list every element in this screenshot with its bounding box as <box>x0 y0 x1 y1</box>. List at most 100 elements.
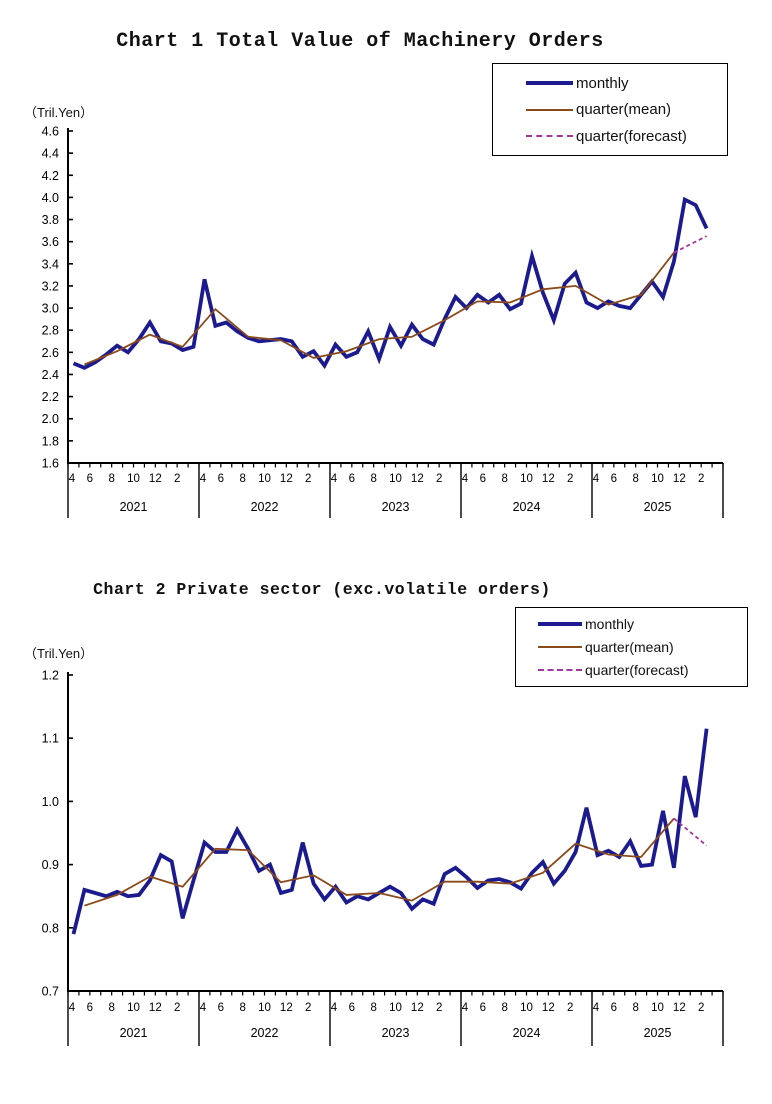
svg-text:4.0: 4.0 <box>42 191 59 205</box>
svg-text:2: 2 <box>305 473 311 485</box>
svg-text:1.1: 1.1 <box>42 732 59 746</box>
chart1-unit-label: （Tril.Yen） <box>24 105 94 120</box>
monthly-line <box>71 728 709 935</box>
svg-text:1.2: 1.2 <box>42 669 59 683</box>
svg-text:6: 6 <box>218 473 224 485</box>
chart1-title: Chart 1 Total Value of Machinery Orders <box>116 30 604 53</box>
quarter-mean-line-swatch-icon <box>538 646 582 648</box>
svg-text:2: 2 <box>174 1002 180 1014</box>
svg-text:10: 10 <box>520 1002 533 1014</box>
svg-text:6: 6 <box>611 1002 617 1014</box>
svg-text:2023: 2023 <box>382 1026 410 1040</box>
legend-label-quarter-forecast: quarter(forecast) <box>585 662 689 678</box>
legend-item-quarter-forecast: quarter(forecast) <box>493 129 727 144</box>
legend-item-quarter-mean: quarter(mean) <box>493 102 727 117</box>
svg-text:10: 10 <box>389 1002 402 1014</box>
svg-text:1.6: 1.6 <box>42 457 59 471</box>
svg-text:2022: 2022 <box>251 1026 279 1040</box>
svg-text:2: 2 <box>567 473 573 485</box>
monthly-line-swatch-icon <box>526 81 573 85</box>
svg-text:12: 12 <box>411 473 424 485</box>
svg-text:12: 12 <box>280 473 293 485</box>
svg-text:2022: 2022 <box>251 500 279 514</box>
svg-text:4: 4 <box>462 473 469 485</box>
svg-text:4: 4 <box>69 1002 76 1014</box>
svg-text:3.6: 3.6 <box>42 235 59 249</box>
svg-text:10: 10 <box>258 473 271 485</box>
quarter-forecast-line-swatch-icon <box>538 669 582 671</box>
svg-text:0.7: 0.7 <box>42 985 59 999</box>
svg-text:6: 6 <box>480 1002 486 1014</box>
legend-item-quarter-forecast: quarter(forecast) <box>516 663 747 677</box>
svg-text:6: 6 <box>87 473 93 485</box>
svg-text:2021: 2021 <box>120 1026 148 1040</box>
svg-text:8: 8 <box>239 1002 245 1014</box>
svg-text:10: 10 <box>127 1002 140 1014</box>
svg-text:6: 6 <box>87 1002 93 1014</box>
legend-item-monthly: monthly <box>493 76 727 91</box>
svg-text:8: 8 <box>108 473 114 485</box>
svg-text:4: 4 <box>462 1002 469 1014</box>
svg-text:8: 8 <box>632 473 638 485</box>
quarter-mean-line <box>84 817 675 907</box>
svg-text:12: 12 <box>542 1002 555 1014</box>
svg-text:2.2: 2.2 <box>42 390 59 404</box>
svg-text:2: 2 <box>698 1002 704 1014</box>
svg-text:3.2: 3.2 <box>42 279 59 293</box>
svg-text:12: 12 <box>673 1002 686 1014</box>
svg-text:8: 8 <box>370 1002 376 1014</box>
svg-text:8: 8 <box>108 1002 114 1014</box>
svg-text:4: 4 <box>200 473 207 485</box>
svg-text:4: 4 <box>200 1002 207 1014</box>
svg-text:6: 6 <box>218 1002 224 1014</box>
axes: 4.6 4.4 4.2 4.0 3.8 3.6 3.4 3.2 3.0 2.8 2.6 2.4 2.2 2… <box>42 125 724 518</box>
svg-text:4: 4 <box>331 1002 338 1014</box>
svg-text:2024: 2024 <box>513 500 541 514</box>
svg-text:10: 10 <box>520 473 533 485</box>
quarter-forecast-line-swatch-icon <box>526 135 573 137</box>
monthly-line <box>72 196 709 370</box>
series <box>71 728 709 935</box>
legend-label-quarter-mean: quarter(mean) <box>585 639 674 655</box>
svg-text:6: 6 <box>349 473 355 485</box>
svg-text:0.9: 0.9 <box>42 858 59 872</box>
series <box>72 196 709 370</box>
legend-item-quarter-mean: quarter(mean) <box>516 640 747 654</box>
monthly-line-swatch-icon <box>538 622 582 626</box>
svg-text:8: 8 <box>632 1002 638 1014</box>
svg-text:4.4: 4.4 <box>42 147 59 161</box>
svg-text:12: 12 <box>280 1002 293 1014</box>
legend-label-quarter-forecast: quarter(forecast) <box>576 127 687 145</box>
quarter-mean-line-swatch-icon <box>526 108 573 111</box>
svg-text:2: 2 <box>567 1002 573 1014</box>
svg-text:6: 6 <box>480 473 486 485</box>
svg-text:4: 4 <box>69 473 76 485</box>
svg-text:2.8: 2.8 <box>42 324 59 338</box>
svg-text:2: 2 <box>436 1002 442 1014</box>
svg-text:10: 10 <box>651 1002 664 1014</box>
svg-text:12: 12 <box>149 1002 162 1014</box>
svg-text:4.6: 4.6 <box>42 125 59 139</box>
svg-text:3.0: 3.0 <box>42 302 59 316</box>
svg-text:2: 2 <box>698 473 704 485</box>
svg-text:10: 10 <box>258 1002 271 1014</box>
svg-text:1.0: 1.0 <box>42 795 59 809</box>
chart2-legend: monthly quarter(mean) quarter(forecast) <box>515 607 748 687</box>
chart2-unit-label: （Tril.Yen） <box>24 646 94 661</box>
svg-text:8: 8 <box>501 1002 507 1014</box>
svg-text:4: 4 <box>593 473 600 485</box>
chart1-legend: monthly quarter(mean) quarter(forecast) <box>492 63 728 156</box>
svg-text:2023: 2023 <box>382 500 410 514</box>
svg-text:2021: 2021 <box>120 500 148 514</box>
svg-text:6: 6 <box>349 1002 355 1014</box>
svg-text:10: 10 <box>127 473 140 485</box>
svg-text:12: 12 <box>673 473 686 485</box>
svg-text:12: 12 <box>411 1002 424 1014</box>
svg-text:8: 8 <box>370 473 376 485</box>
legend-label-monthly: monthly <box>585 616 635 632</box>
svg-text:2025: 2025 <box>644 1026 672 1040</box>
svg-text:3.4: 3.4 <box>42 257 59 271</box>
svg-text:4: 4 <box>593 1002 600 1014</box>
svg-text:8: 8 <box>501 473 507 485</box>
